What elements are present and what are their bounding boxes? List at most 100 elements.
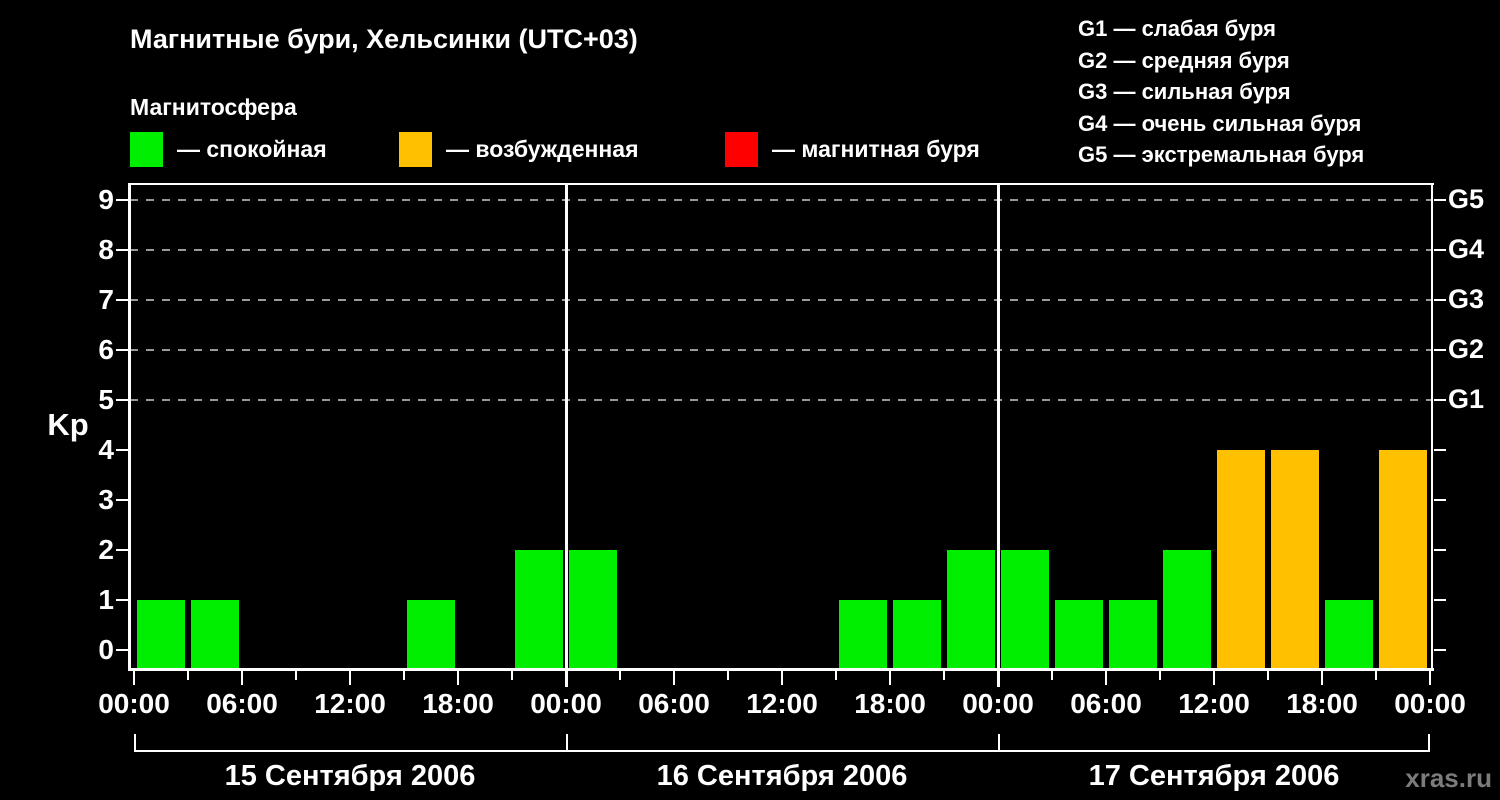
y-tick-left-4 — [116, 449, 128, 451]
x-tick-2 — [241, 671, 243, 685]
day-separator-1 — [565, 183, 568, 687]
x-tick-17 — [1051, 671, 1053, 680]
excited-color-swatch — [399, 132, 432, 167]
g-scale-line-g4: G4 — очень сильная буря — [1078, 110, 1362, 136]
x-tick-21 — [1267, 671, 1269, 680]
g-scale-line-g2: G2 — средняя буря — [1078, 47, 1290, 73]
y-tick-label-1: 1 — [98, 584, 114, 615]
y-tick-left-7 — [116, 299, 128, 301]
y-tick-label-5: 5 — [98, 384, 114, 415]
kp-bar-day3-slot5 — [1217, 450, 1265, 668]
y-tick-left-1 — [116, 599, 128, 601]
date-label-1: 15 Сентября 2006 — [224, 760, 476, 792]
chart-title: Магнитные бури, Хельсинки (UTC+03) — [130, 24, 638, 54]
gridline-kp9 — [130, 199, 1432, 201]
x-tick-label-2: 06:00 — [206, 688, 278, 719]
date-bracket-tick-3 — [1428, 734, 1430, 752]
date-bracket-tick-2 — [998, 734, 1000, 752]
kp-bar-day1-slot2 — [191, 600, 239, 668]
kp-bar-day1-slot8 — [515, 550, 563, 668]
y-tick-label-8: 8 — [98, 234, 114, 265]
x-tick-1 — [187, 671, 189, 680]
kp-bar-day3-slot6 — [1271, 450, 1319, 668]
x-tick-label-14: 18:00 — [854, 688, 926, 719]
gridline-kp7 — [130, 299, 1432, 301]
x-tick-label-16: 00:00 — [962, 688, 1034, 719]
y-tick-right-5 — [1434, 399, 1446, 401]
date-bracket — [134, 750, 1430, 752]
y-tick-left-5 — [116, 399, 128, 401]
axis-top — [128, 183, 1434, 185]
g-scale-line-g3: G3 — сильная буря — [1078, 79, 1291, 104]
x-tick-label-8: 00:00 — [530, 688, 602, 719]
gridline-kp8 — [130, 249, 1432, 251]
x-tick-19 — [1159, 671, 1161, 680]
x-tick-23 — [1375, 671, 1377, 680]
x-tick-16 — [997, 671, 999, 685]
kp-bar-day3-slot3 — [1109, 600, 1157, 668]
y-tick-right-8 — [1434, 249, 1446, 251]
y-tick-label-9: 9 — [98, 184, 114, 215]
y-tick-label-7: 7 — [98, 284, 114, 315]
y-axis-title: Kp — [47, 407, 89, 442]
x-tick-label-4: 12:00 — [314, 688, 386, 719]
kp-bar-day1-slot1 — [137, 600, 185, 668]
x-tick-15 — [943, 671, 945, 680]
y-tick-right-4 — [1434, 449, 1446, 451]
x-tick-10 — [673, 671, 675, 685]
quiet-color-swatch — [130, 132, 163, 167]
x-tick-3 — [295, 671, 297, 680]
watermark: xras.ru — [1405, 763, 1492, 793]
x-tick-14 — [889, 671, 891, 685]
legend-item-excited: — возбужденная — [399, 132, 639, 167]
kp-bar-day3-slot8 — [1379, 450, 1427, 668]
x-tick-0 — [133, 671, 135, 685]
x-tick-label-20: 12:00 — [1178, 688, 1250, 719]
date-label-2: 16 Сентября 2006 — [656, 760, 908, 792]
kp-bar-day2-slot6 — [839, 600, 887, 668]
x-tick-22 — [1321, 671, 1323, 685]
x-tick-12 — [781, 671, 783, 685]
axis-left — [128, 183, 131, 668]
y-tick-right-2 — [1434, 549, 1446, 551]
y-tick-left-9 — [116, 199, 128, 201]
legend-label-storm: — магнитная буря — [772, 136, 980, 162]
y-tick-label-0: 0 — [98, 634, 114, 665]
x-tick-24 — [1429, 671, 1431, 685]
x-tick-13 — [835, 671, 837, 680]
g-scale-legend: G1 — слабая буря G2 — средняя буря G3 — … — [1078, 13, 1364, 171]
x-tick-20 — [1213, 671, 1215, 685]
y-tick-right-7 — [1434, 299, 1446, 301]
kp-bar-day1-slot6 — [407, 600, 455, 668]
g-level-label-g3: G3 — [1448, 284, 1485, 314]
kp-bar-day2-slot7 — [893, 600, 941, 668]
y-tick-right-0 — [1434, 649, 1446, 651]
g-scale-line-g1: G1 — слабая буря — [1078, 16, 1277, 41]
y-tick-label-4: 4 — [98, 434, 114, 465]
x-tick-5 — [403, 671, 405, 680]
axis-right — [1431, 183, 1433, 668]
g-level-label-g2: G2 — [1448, 334, 1485, 364]
date-bracket-tick-1 — [566, 734, 568, 752]
y-tick-left-6 — [116, 349, 128, 351]
y-tick-left-8 — [116, 249, 128, 251]
x-tick-8 — [565, 671, 567, 685]
kp-bar-day3-slot4 — [1163, 550, 1211, 668]
y-tick-label-6: 6 — [98, 334, 114, 365]
date-label-3: 17 Сентября 2006 — [1088, 760, 1340, 792]
kp-bar-day3-slot7 — [1325, 600, 1373, 668]
x-tick-9 — [619, 671, 621, 680]
x-tick-7 — [511, 671, 513, 680]
kp-bar-day3-slot2 — [1055, 600, 1103, 668]
g-level-label-g5: G5 — [1448, 184, 1485, 214]
x-tick-label-22: 18:00 — [1286, 688, 1358, 719]
magnetosphere-label: Магнитосфера — [130, 94, 297, 120]
gridline-kp6 — [130, 349, 1432, 351]
g-level-label-g4: G4 — [1448, 234, 1485, 264]
y-tick-right-6 — [1434, 349, 1446, 351]
x-tick-label-6: 18:00 — [422, 688, 494, 719]
y-tick-right-9 — [1434, 199, 1446, 201]
x-tick-label-10: 06:00 — [638, 688, 710, 719]
x-tick-18 — [1105, 671, 1107, 685]
